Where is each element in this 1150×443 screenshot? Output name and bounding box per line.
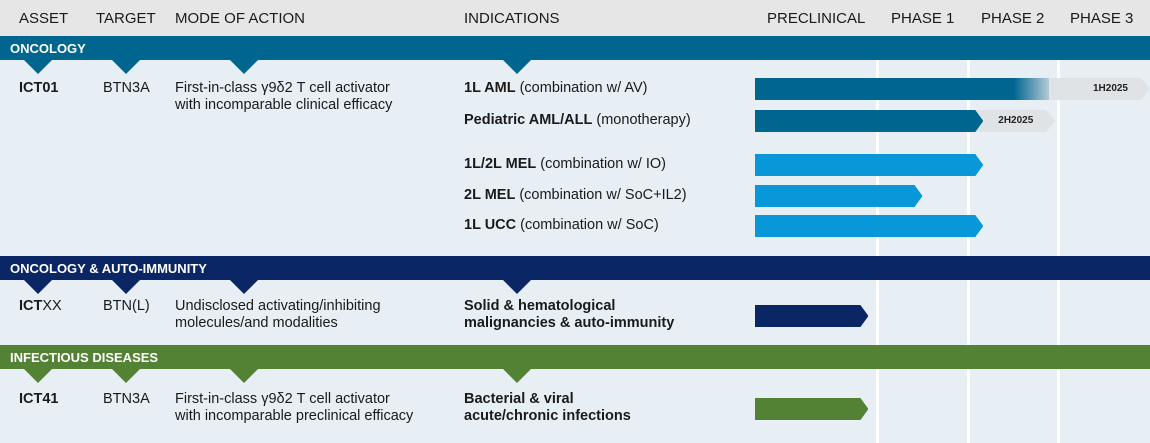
milestone-label: 2H2025 [998, 115, 1034, 126]
indication-name-line2: malignancies & auto-immunity [464, 315, 675, 331]
indication[interactable]: 1L UCC (combination w/ SoC) [464, 217, 659, 234]
pointer-notch [503, 280, 531, 294]
indication-name: 1L AML [464, 80, 516, 96]
indication-name: 1L/2L MEL [464, 156, 537, 172]
mode-of-action-line: First-in-class γ9δ2 T cell activator [175, 80, 390, 96]
phase-divider [876, 280, 879, 345]
table-header: ASSET TARGET MODE OF ACTION INDICATIONS … [0, 0, 1150, 36]
progress-bar [755, 398, 868, 420]
section-label: INFECTIOUS DISEASES [10, 350, 159, 365]
indication[interactable]: Pediatric AML/ALL (monotherapy) [464, 112, 691, 129]
indication-detail: (combination w/ SoC) [516, 217, 659, 233]
pointer-notch [24, 60, 52, 74]
target-name: BTN3A [103, 391, 150, 407]
milestone-label: 1H2025 [1092, 83, 1128, 94]
pointer-notch [24, 280, 52, 294]
mode-of-action-line: First-in-class γ9δ2 T cell activator [175, 391, 390, 407]
pointer-notch [503, 60, 531, 74]
section-label: ONCOLOGY [10, 41, 86, 56]
header-asset: ASSET [19, 10, 69, 27]
pointer-notch [503, 369, 531, 383]
asset-name: ICTXX [19, 298, 62, 315]
progress-bar [755, 154, 983, 176]
indication-detail: (combination w/ AV) [515, 80, 648, 96]
section-label: ONCOLOGY & AUTO-IMMUNITY [10, 261, 207, 276]
indication[interactable]: Bacterial & viral acute/chronic infection… [464, 391, 631, 425]
phase-divider [876, 36, 879, 256]
progress-bar [755, 78, 1049, 100]
section-band: INFECTIOUS DISEASES [0, 345, 1150, 383]
indication-name: Pediatric AML/ALL [464, 112, 593, 128]
indication[interactable]: 1L AML (combination w/ AV) [464, 80, 647, 97]
asset-name: ICT41 [19, 391, 59, 408]
indication[interactable]: 2L MEL (combination w/ SoC+IL2) [464, 187, 687, 204]
asset-id: ICT [19, 298, 43, 314]
mode-of-action-line: with incomparable preclinical efficacy [175, 408, 414, 424]
phase-divider [967, 280, 970, 345]
header-preclinical: PRECLINICAL [767, 10, 866, 27]
target-name: BTN(L) [103, 298, 150, 314]
target-name: BTN3A [103, 80, 150, 96]
progress-bar [755, 305, 868, 327]
asset-id: ICT01 [19, 80, 59, 96]
section-band: ONCOLOGY [0, 36, 1150, 74]
phase-divider [876, 369, 879, 443]
indication-name: 1L UCC [464, 217, 517, 233]
indication-name: Solid & hematological [464, 298, 616, 314]
header-phase-2: PHASE 2 [981, 10, 1045, 27]
phase-divider [1057, 280, 1060, 345]
indication-detail: (combination w/ SoC+IL2) [515, 187, 687, 203]
phase-divider [1057, 36, 1060, 256]
pointer-notch [112, 280, 140, 294]
phase-divider [967, 369, 970, 443]
asset-suffix: XX [42, 298, 62, 314]
pointer-notch [230, 60, 258, 74]
header-mode-of-action: MODE OF ACTION [175, 10, 306, 27]
asset-name: ICT01 [19, 80, 59, 97]
indication-name: Bacterial & viral [464, 391, 574, 407]
mode-of-action-line: Undisclosed activating/inhibiting [175, 298, 381, 314]
pointer-notch [230, 280, 258, 294]
indication-detail: (monotherapy) [592, 112, 691, 128]
indication-name-line2: acute/chronic infections [464, 408, 631, 424]
asset-id: ICT41 [19, 391, 59, 407]
pointer-notch [112, 369, 140, 383]
header-target: TARGET [96, 10, 156, 27]
indication-name: 2L MEL [464, 187, 516, 203]
header-indications: INDICATIONS [464, 10, 560, 27]
mode-of-action-line: with incomparable clinical efficacy [175, 97, 393, 113]
pointer-notch [112, 60, 140, 74]
section-band: ONCOLOGY & AUTO-IMMUNITY [0, 256, 1150, 294]
indication[interactable]: Solid & hematological malignancies & auto… [464, 298, 674, 332]
phase-divider [967, 36, 970, 256]
pointer-notch [230, 369, 258, 383]
progress-bar [755, 185, 923, 207]
pointer-notch [24, 369, 52, 383]
indication[interactable]: 1L/2L MEL (combination w/ IO) [464, 156, 666, 173]
mode-of-action-line: molecules/and modalities [175, 315, 338, 331]
header-phase-3: PHASE 3 [1070, 10, 1134, 27]
phase-divider [1057, 369, 1060, 443]
indication-detail: (combination w/ IO) [536, 156, 666, 172]
progress-bar [755, 110, 983, 132]
header-phase-1: PHASE 1 [891, 10, 955, 27]
progress-bar [755, 215, 983, 237]
